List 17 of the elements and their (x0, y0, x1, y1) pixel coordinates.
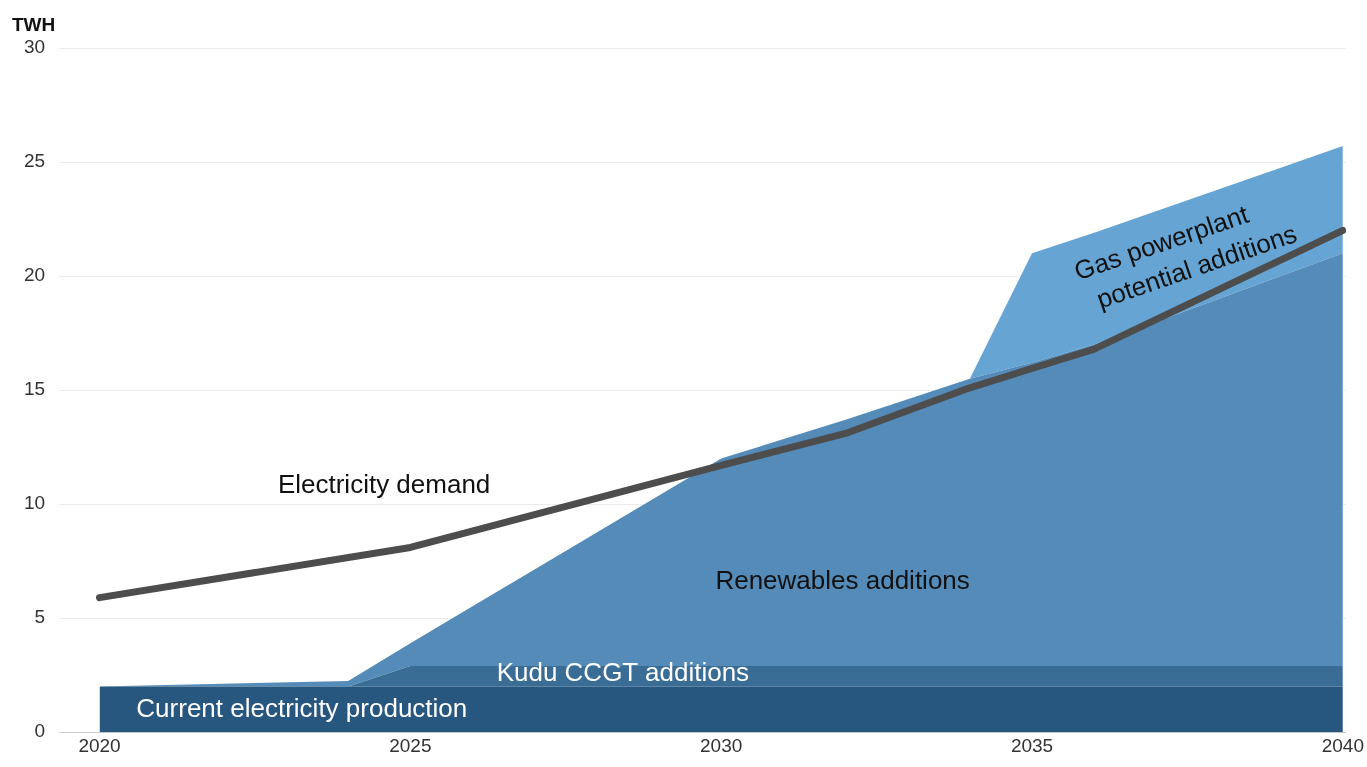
y-axis-title: TWH (12, 14, 56, 36)
y-tick-label: 30 (23, 36, 46, 58)
y-tick-label: 15 (23, 378, 46, 400)
series-label: Kudu CCGT additions (496, 657, 750, 688)
y-tick-label: 20 (23, 264, 46, 286)
y-tick-label: 0 (34, 720, 46, 742)
x-tick-label: 2020 (78, 734, 121, 756)
x-tick-label: 2025 (389, 734, 432, 756)
x-tick-label: 2035 (1010, 734, 1054, 756)
series-label: Current electricity production (136, 693, 468, 724)
y-tick-label: 25 (23, 150, 46, 172)
series-label: Electricity demand (277, 469, 491, 500)
x-tick-label: 2040 (1321, 734, 1364, 756)
series-label: Renewables additions (715, 564, 970, 595)
y-tick-label: 5 (34, 606, 46, 628)
x-tick-label: 2030 (700, 734, 743, 756)
y-tick-label: 10 (23, 492, 46, 514)
